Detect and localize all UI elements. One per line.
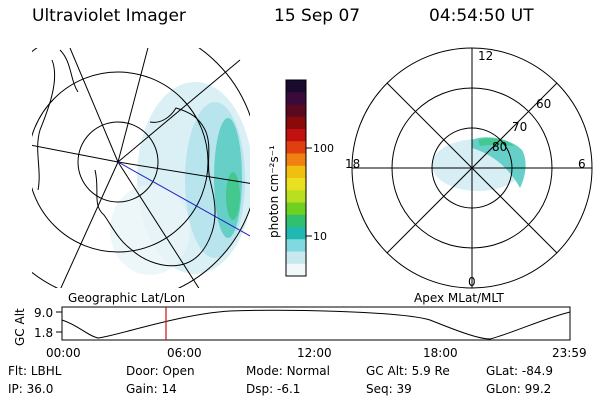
alt-tick-9: 9.0 xyxy=(34,306,53,320)
colorbar-segment xyxy=(286,80,306,93)
colorbar-segment xyxy=(286,141,306,154)
mlt-label-12: 12 xyxy=(478,49,493,63)
time-tick-1800: 18:00 xyxy=(423,346,458,360)
colorbar-segment xyxy=(286,190,306,203)
date-label: 15 Sep 07 xyxy=(274,6,361,26)
time-tick-1200: 12:00 xyxy=(297,346,332,360)
colorbar-segment xyxy=(286,178,306,191)
info-door: Door: Open xyxy=(126,364,195,378)
info-glat: GLat: -84.9 xyxy=(486,364,553,378)
mlt-label-0: 0 xyxy=(468,275,476,289)
mlt-label-6: 6 xyxy=(578,157,586,171)
info-gain: Gain: 14 xyxy=(126,382,177,396)
colorbar-segment xyxy=(286,251,306,265)
colorbar-segment xyxy=(286,153,306,167)
time-tick-2359: 23:59 xyxy=(552,346,587,360)
colorbar-segment xyxy=(286,129,306,142)
mlt-label-18: 18 xyxy=(345,157,360,171)
lat-label-60: 60 xyxy=(536,97,551,111)
colorbar-segment xyxy=(286,214,306,228)
colorbar-segment xyxy=(286,263,306,277)
time-tick-0000: 00:00 xyxy=(46,346,81,360)
colorbar-segment xyxy=(286,165,306,179)
alt-tick-1-8: 1.8 xyxy=(34,326,53,340)
instrument-title: Ultraviolet Imager xyxy=(32,6,186,26)
alt-axis-title: GC Alt xyxy=(13,308,27,346)
info-ip: IP: 36.0 xyxy=(8,382,54,396)
colorbar-frame xyxy=(285,79,307,277)
colorbar-segment xyxy=(286,92,306,105)
altitude-plot-frame xyxy=(61,306,571,341)
altitude-curve xyxy=(61,309,571,340)
colorbar-segment xyxy=(286,227,306,240)
altitude-plot: 9.0 1.8 GC Alt 00:00 06:00 12:00 18:00 2… xyxy=(13,306,587,360)
colorbar-segment xyxy=(286,239,306,252)
time-label: 04:54:50 UT xyxy=(429,6,534,26)
polar-map: 12 18 6 0 60 70 80 xyxy=(345,47,593,289)
geographic-panel-label: Geographic Lat/Lon xyxy=(68,291,185,305)
colorbar-tick-10: 10 xyxy=(313,230,327,243)
colorbar-tick-100: 100 xyxy=(313,142,334,155)
info-mode: Mode: Normal xyxy=(246,364,330,378)
colorbar-segment xyxy=(286,202,306,216)
info-gc-alt: GC Alt: 5.9 Re xyxy=(366,364,450,378)
info-flt: Flt: LBHL xyxy=(8,364,62,378)
lat-label-80: 80 xyxy=(492,140,507,154)
geographic-map xyxy=(32,48,250,288)
polar-panel-label: Apex MLat/MLT xyxy=(414,291,504,305)
colorbar xyxy=(286,80,306,277)
lat-label-70: 70 xyxy=(512,120,527,134)
info-seq: Seq: 39 xyxy=(366,382,412,396)
colorbar-segment xyxy=(286,116,306,130)
colorbar-segment xyxy=(286,104,306,118)
colorbar-label: photon cm⁻²s⁻¹ xyxy=(267,145,281,238)
time-tick-0600: 06:00 xyxy=(167,346,202,360)
info-dsp: Dsp: -6.1 xyxy=(246,382,301,396)
info-glon: GLon: 99.2 xyxy=(486,382,552,396)
